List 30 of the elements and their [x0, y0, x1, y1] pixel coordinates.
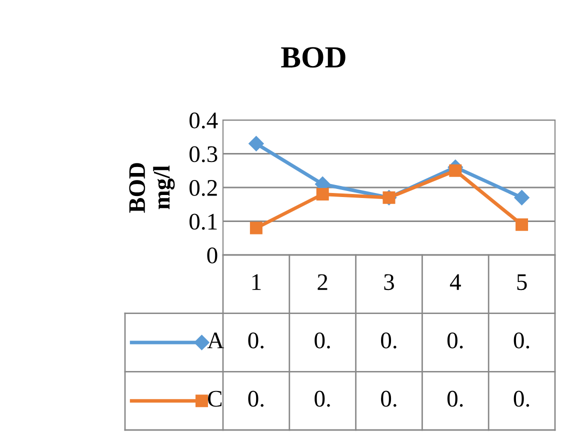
point: [250, 222, 262, 234]
y-tick-label: 0.3: [190, 146, 218, 162]
legend-label: C: [208, 390, 222, 407]
x-tick-label: 1: [252, 274, 261, 290]
point: [514, 190, 530, 206]
y-tick-label: 0.4: [190, 112, 218, 129]
point: [449, 164, 462, 177]
x-tick-label: 5: [517, 274, 527, 290]
data-label: 0.: [514, 390, 530, 407]
data-label: 0.: [248, 332, 264, 349]
point: [248, 136, 264, 152]
data-label: 0.: [248, 390, 264, 407]
point: [516, 218, 528, 231]
y-tick-label: 0.1: [190, 214, 217, 230]
data-label: 0.: [514, 332, 530, 349]
y-tick-label: 0.2: [190, 180, 217, 196]
data-label: 0.: [381, 390, 396, 407]
point: [316, 188, 329, 200]
data-label: 0.: [314, 332, 330, 349]
data-label: 0.: [381, 332, 396, 349]
data-label: 0.: [447, 332, 463, 349]
y-axis-title: BOD mg/l: [129, 163, 175, 213]
x-tick-label: 2: [318, 274, 328, 290]
data-label: 0.: [314, 390, 330, 407]
legend-label: A: [207, 332, 224, 348]
x-tick-label: 4: [450, 274, 461, 290]
data-label: 0.: [447, 390, 463, 407]
y-tick-label: 0: [207, 247, 218, 264]
x-tick-label: 3: [384, 274, 394, 290]
chart-title: BOD: [281, 47, 346, 68]
